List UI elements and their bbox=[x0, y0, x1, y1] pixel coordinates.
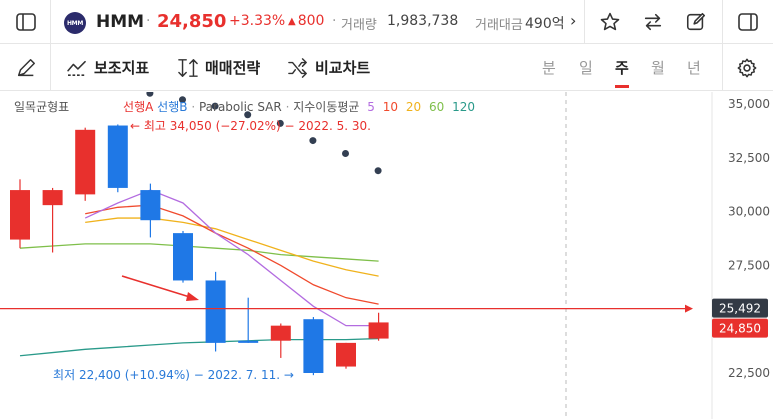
top-bar: HMM HMM · 24,850 +3.33% ▲ 800 · 거래량 1,98… bbox=[0, 0, 773, 44]
stock-logo-icon: HMM bbox=[64, 12, 86, 34]
legend-ma-10: 10 bbox=[382, 100, 399, 114]
volume-label: 거래량 bbox=[341, 18, 377, 33]
indicators-label: 보조지표 bbox=[94, 59, 150, 77]
sidebar-toggle-icon[interactable] bbox=[14, 11, 38, 33]
legend-span-b: 선행B bbox=[157, 100, 188, 114]
chart-grid bbox=[565, 92, 713, 419]
shuffle-icon bbox=[288, 57, 307, 78]
legend-ma: 지수이동평균 bbox=[293, 100, 360, 114]
ma120-line bbox=[19, 337, 379, 357]
legend-sar: Parabolic SAR bbox=[198, 100, 282, 114]
y-tick-label: 32,500 bbox=[728, 151, 770, 165]
sar-dot bbox=[179, 96, 186, 104]
change-amount-value: 800 bbox=[297, 13, 325, 29]
legend-ma-120: 120 bbox=[452, 100, 475, 114]
chart-toolbar: 보조지표 매매전략 비교차트 분 일 주 월 년 bbox=[0, 44, 773, 91]
current-price: 24,850 bbox=[157, 11, 227, 32]
panel-toggle-icon[interactable] bbox=[736, 11, 760, 33]
candle-body bbox=[75, 129, 96, 195]
candle-body bbox=[336, 342, 356, 367]
trading-arrows-icon bbox=[178, 58, 198, 77]
period-week[interactable]: 주 bbox=[615, 59, 629, 77]
sar-dot bbox=[146, 92, 154, 97]
candle-body bbox=[270, 325, 291, 341]
favorite-star-icon[interactable] bbox=[598, 10, 622, 34]
settings-gear-icon[interactable] bbox=[735, 56, 759, 80]
price-tag-last: 24,850 bbox=[719, 322, 761, 336]
y-tick-label: 22,500 bbox=[728, 366, 770, 380]
period-minute[interactable]: 분 bbox=[542, 59, 556, 77]
trading-strategy-button[interactable]: 매매전략 bbox=[177, 57, 260, 78]
more-chevron-icon[interactable]: › bbox=[568, 11, 579, 30]
candle-body bbox=[205, 280, 226, 343]
candle-body bbox=[107, 125, 128, 188]
price-tag-current-bg bbox=[712, 298, 768, 318]
y-tick-label: 30,000 bbox=[728, 205, 770, 219]
separator-dot: · bbox=[332, 13, 337, 29]
candle-body bbox=[238, 340, 259, 343]
candle-body bbox=[42, 190, 63, 206]
price-chart[interactable]: 25,492 24,850 ← 최고 34,050 (−27.02%) − 2022… bbox=[0, 92, 773, 419]
active-period-indicator bbox=[615, 85, 629, 88]
sar-dot bbox=[276, 119, 284, 127]
y-tick-label: 35,000 bbox=[728, 97, 770, 111]
amount-value: 490억 bbox=[525, 16, 565, 32]
legend-ichimoku: 일목균형표 bbox=[14, 100, 70, 114]
legend-ma-60: 60 bbox=[428, 100, 445, 114]
high-annotation: ← 최고 34,050 (−27.02%) − 2022. 5. 30. bbox=[130, 119, 371, 133]
trend-arrow-head bbox=[186, 292, 199, 301]
ma10-line bbox=[85, 204, 379, 305]
legend-ma-20: 20 bbox=[405, 100, 422, 114]
period-month[interactable]: 월 bbox=[651, 59, 665, 77]
separator-dot: · bbox=[146, 13, 151, 29]
ma60-line bbox=[19, 243, 379, 262]
parabolic-sar-dots bbox=[146, 92, 382, 175]
legend-sep: · bbox=[191, 100, 196, 114]
candle-body bbox=[10, 190, 30, 240]
edit-icon[interactable] bbox=[684, 10, 708, 34]
trend-arrow-line bbox=[121, 275, 194, 299]
ma20-line bbox=[85, 217, 379, 277]
price-line-arrowhead bbox=[685, 304, 693, 313]
drawing-pencil-icon[interactable] bbox=[14, 56, 38, 80]
stock-name[interactable]: HMM bbox=[96, 12, 145, 32]
candle-body bbox=[368, 322, 389, 339]
compare-chart-label: 비교차트 bbox=[315, 59, 371, 77]
up-triangle-icon: ▲ bbox=[288, 15, 296, 27]
candle-body bbox=[140, 190, 161, 221]
legend-ma-5: 5 bbox=[367, 100, 375, 114]
legend-sep: · bbox=[285, 100, 290, 114]
sar-dot bbox=[244, 111, 252, 119]
legend-span-a: 선행A bbox=[123, 100, 154, 114]
low-annotation: 최저 22,400 (+10.94%) − 2022. 7. 11. → bbox=[53, 368, 294, 382]
indicator-legend: 일목균형표 선행A 선행B · Parabolic SAR · 지수이동평균 5… bbox=[14, 98, 475, 115]
chart-overlays: 25,492 24,850 ← 최고 34,050 (−27.02%) − 2022… bbox=[0, 119, 768, 382]
moving-average-lines bbox=[19, 189, 379, 357]
indicator-chart-icon bbox=[67, 60, 86, 76]
change-amount: ▲ 800 bbox=[288, 13, 324, 29]
sar-dot bbox=[374, 167, 382, 175]
candlesticks bbox=[10, 124, 389, 376]
candle-body bbox=[303, 319, 324, 373]
period-year[interactable]: 년 bbox=[687, 59, 701, 77]
indicators-button[interactable]: 보조지표 bbox=[66, 57, 149, 78]
amount-label: 거래대금 bbox=[475, 18, 523, 33]
compare-chart-button[interactable]: 비교차트 bbox=[287, 57, 370, 78]
change-percent: +3.33% bbox=[229, 13, 286, 29]
ma5-line bbox=[84, 189, 379, 327]
sar-dot bbox=[211, 102, 219, 110]
price-tag-last-bg bbox=[712, 318, 768, 338]
trading-strategy-label: 매매전략 bbox=[205, 59, 261, 77]
candle-body bbox=[173, 233, 193, 281]
period-day[interactable]: 일 bbox=[579, 59, 593, 77]
price-tag-current: 25,492 bbox=[719, 302, 761, 316]
sar-dot bbox=[309, 137, 317, 145]
sar-dot bbox=[342, 149, 349, 157]
volume-value: 1,983,738 bbox=[387, 13, 459, 29]
y-tick-label: 27,500 bbox=[728, 258, 770, 272]
swap-arrows-icon[interactable] bbox=[641, 10, 665, 34]
price-axis: 35,000 32,500 30,000 27,500 22,500 bbox=[728, 97, 770, 380]
